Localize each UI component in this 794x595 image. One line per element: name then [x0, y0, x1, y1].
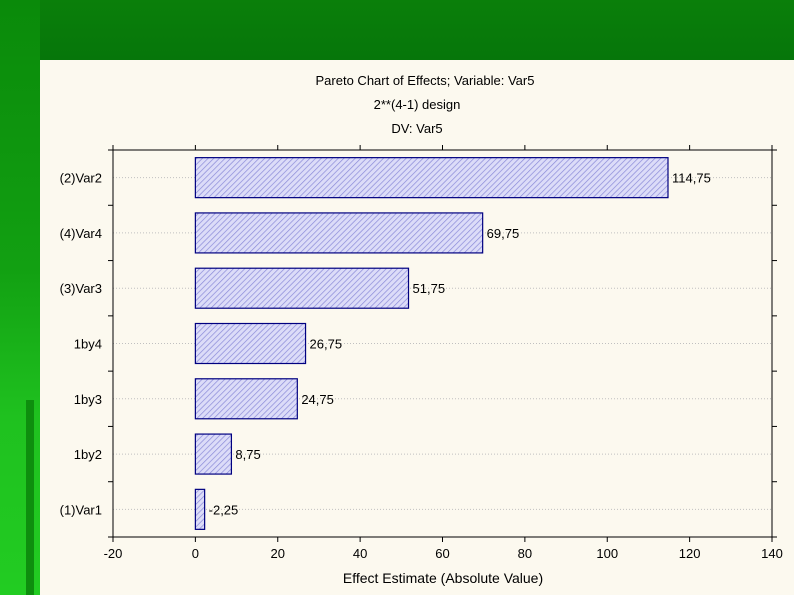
category-labels: (2)Var2 (4)Var4 (3)Var3 1by4 1by3 1by2 (1)Var1	[60, 171, 102, 518]
x-ticks: -20 0 20 40 60 80 100 120 140	[104, 145, 783, 561]
category-label: (3)Var3	[60, 281, 102, 296]
bar	[194, 267, 410, 309]
bar	[194, 378, 298, 420]
bar-value-label: 24,75	[301, 392, 334, 407]
x-tick-label: 20	[271, 546, 285, 561]
category-label: (1)Var1	[60, 502, 102, 517]
x-tick-label: 80	[518, 546, 532, 561]
chart-subtitle-design: 2**(4-1) design	[374, 97, 461, 112]
category-label: 1by2	[74, 447, 102, 462]
category-label: 1by3	[74, 392, 102, 407]
bar-value-label: 8,75	[235, 447, 260, 462]
bar-value-label: -2,25	[209, 502, 239, 517]
side-band	[0, 0, 40, 595]
bar	[194, 157, 669, 199]
side-stripe	[26, 400, 34, 595]
bars: 114,75 69,75 51,75 26,75 24,75 8,75 -2,25	[194, 157, 711, 530]
x-tick-label: 120	[679, 546, 701, 561]
bar-value-label: 26,75	[310, 337, 343, 352]
x-tick-label: -20	[104, 546, 123, 561]
pareto-chart: Pareto Chart of Effects; Variable: Var5 …	[60, 73, 783, 586]
x-tick-label: 60	[435, 546, 449, 561]
header-band	[0, 0, 794, 60]
x-tick-label: 140	[761, 546, 783, 561]
category-label: (4)Var4	[60, 226, 102, 241]
bar	[194, 212, 484, 254]
category-label: (2)Var2	[60, 171, 102, 186]
bar	[194, 433, 233, 475]
bar-value-label: 69,75	[487, 226, 520, 241]
chart-panel: Pareto Chart of Effects; Variable: Var5 …	[40, 60, 794, 595]
chart-subtitle-dv: DV: Var5	[391, 121, 442, 136]
x-axis-label: Effect Estimate (Absolute Value)	[343, 570, 543, 586]
bar-value-label: 114,75	[672, 171, 711, 186]
x-tick-label: 100	[596, 546, 618, 561]
bar-value-label: 51,75	[413, 281, 446, 296]
chart-title: Pareto Chart of Effects; Variable: Var5	[316, 73, 535, 88]
bar	[194, 322, 307, 365]
x-tick-label: 40	[353, 546, 367, 561]
category-label: 1by4	[74, 337, 102, 352]
bar	[194, 488, 206, 530]
x-tick-label: 0	[192, 546, 199, 561]
